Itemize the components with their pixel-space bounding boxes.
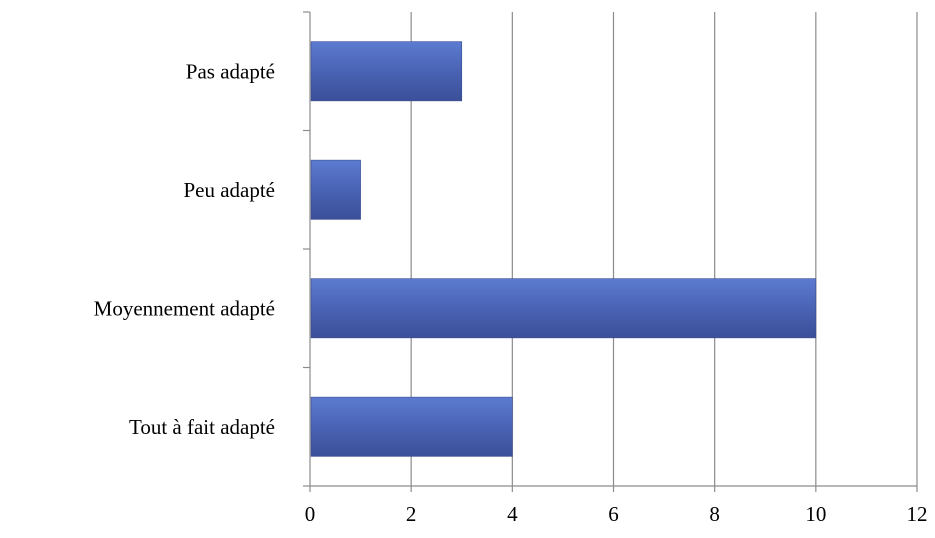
category-label: Tout à fait adapté	[129, 415, 275, 439]
bars	[310, 41, 817, 457]
bar	[310, 159, 361, 220]
bar	[310, 396, 513, 457]
x-tick-label: 10	[805, 502, 826, 526]
x-tick-label: 4	[507, 502, 518, 526]
x-tick-label: 6	[608, 502, 619, 526]
x-tick-label: 2	[406, 502, 417, 526]
x-tick-label: 12	[907, 502, 928, 526]
x-tick-label: 8	[709, 502, 720, 526]
bar	[310, 41, 463, 102]
labels: 0 2 4 6 8 10 12 Pas adapté Peu adapté Moyennement…	[94, 59, 928, 526]
axes	[303, 11, 918, 492]
x-tick-label: 0	[305, 502, 316, 526]
category-label: Peu adapté	[183, 178, 275, 202]
category-label: Pas adapté	[186, 59, 275, 83]
category-label: Moyennement adapté	[94, 296, 275, 320]
bar	[310, 278, 817, 339]
